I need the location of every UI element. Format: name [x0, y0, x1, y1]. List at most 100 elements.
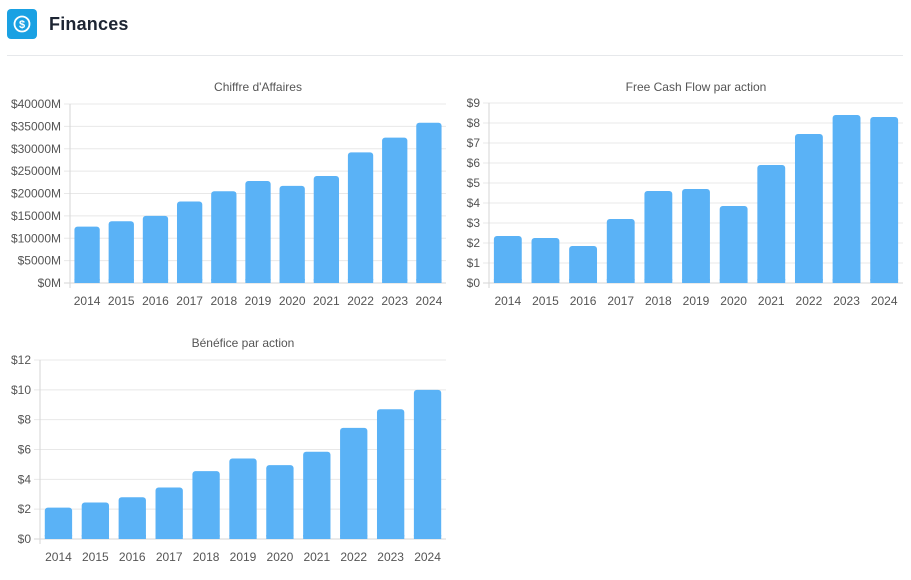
- bar-base: [644, 279, 673, 283]
- bar-2015[interactable]: [108, 221, 134, 283]
- bar-base: [376, 535, 405, 539]
- bar-2014[interactable]: [74, 226, 100, 283]
- bar-2017[interactable]: [606, 219, 635, 283]
- bar-2018[interactable]: [644, 191, 673, 283]
- bar-2024[interactable]: [870, 117, 899, 283]
- bar-2021[interactable]: [313, 176, 340, 283]
- bar-2021[interactable]: [757, 165, 786, 283]
- bar-2020[interactable]: [719, 206, 748, 283]
- y-tick-label: $6: [18, 443, 32, 457]
- bar-base: [313, 279, 340, 283]
- bar-2016[interactable]: [142, 215, 169, 283]
- bar-2021[interactable]: [303, 451, 331, 539]
- bar-2023[interactable]: [376, 409, 405, 539]
- y-tick-label: $1: [467, 256, 481, 270]
- bar-2015[interactable]: [81, 502, 110, 539]
- bar-2018[interactable]: [192, 471, 220, 539]
- x-tick-label: 2023: [381, 294, 408, 308]
- x-tick-label: 2018: [210, 294, 237, 308]
- bar-2023[interactable]: [832, 115, 861, 283]
- y-tick-label: $5000M: [18, 254, 61, 268]
- chart-title: Free Cash Flow par action: [626, 80, 767, 94]
- x-tick-label: 2020: [720, 294, 747, 308]
- bar-base: [531, 279, 560, 283]
- free-cash-flow-chart: Free Cash Flow par action $0 $1 $2 $3 $4 $5 $6 $…: [467, 80, 903, 308]
- y-tick-label: $20000M: [11, 187, 61, 201]
- x-tick-label: 2015: [532, 294, 559, 308]
- bar-2018[interactable]: [211, 191, 237, 283]
- y-tick-label: $9: [467, 96, 481, 110]
- bar-base: [142, 279, 169, 283]
- bar-base: [192, 535, 220, 539]
- bar-2016[interactable]: [118, 497, 146, 539]
- bar-base: [569, 279, 598, 283]
- x-tick-label: 2016: [570, 294, 597, 308]
- y-tick-label: $40000M: [11, 97, 61, 111]
- dollar-circle-icon: $: [7, 9, 37, 39]
- bar-2023[interactable]: [382, 137, 408, 283]
- x-tick-label: 2024: [414, 550, 441, 564]
- y-tick-label: $12: [11, 353, 31, 367]
- bar-2024[interactable]: [416, 122, 442, 283]
- bar-2019[interactable]: [245, 180, 271, 283]
- bar-base: [606, 279, 635, 283]
- y-tick-label: $7: [467, 136, 481, 150]
- x-tick-label: 2023: [377, 550, 404, 564]
- bar-2019[interactable]: [682, 189, 710, 283]
- x-tick-label: 2017: [607, 294, 634, 308]
- eps-chart: Bénéfice par action $0 $2 $4 $6 $8 $10 $12 2014 2…: [11, 336, 446, 564]
- x-tick-label: 2021: [758, 294, 785, 308]
- x-tick-label: 2014: [494, 294, 521, 308]
- x-tick-label: 2024: [416, 294, 443, 308]
- bar-base: [416, 279, 442, 283]
- bar-2019[interactable]: [229, 458, 257, 539]
- bar-2016[interactable]: [569, 246, 598, 283]
- y-tick-label: $15000M: [11, 209, 61, 223]
- bar-base: [719, 279, 748, 283]
- x-tick-label: 2014: [45, 550, 72, 564]
- bar-base: [493, 279, 522, 283]
- x-tick-label: 2017: [176, 294, 203, 308]
- bar-2022[interactable]: [347, 152, 374, 283]
- bar-2022[interactable]: [794, 134, 823, 283]
- y-tick-label: $8: [18, 413, 32, 427]
- x-tick-label: 2017: [156, 550, 183, 564]
- bar-base: [682, 279, 710, 283]
- x-tick-label: 2014: [74, 294, 101, 308]
- bar-base: [176, 279, 203, 283]
- bar-2017[interactable]: [176, 201, 203, 283]
- bar-base: [832, 279, 861, 283]
- bar-base: [340, 535, 368, 539]
- bar-base: [413, 535, 442, 539]
- x-tick-label: 2022: [796, 294, 823, 308]
- bar-base: [757, 279, 786, 283]
- chart-title: Chiffre d'Affaires: [214, 80, 302, 94]
- chart-title: Bénéfice par action: [192, 336, 295, 350]
- x-tick-label: 2018: [645, 294, 672, 308]
- y-tick-label: $4: [18, 472, 32, 486]
- x-tick-label: 2021: [303, 550, 330, 564]
- bar-base: [347, 279, 374, 283]
- y-tick-label: $5: [467, 176, 481, 190]
- bar-base: [303, 535, 331, 539]
- bar-2020[interactable]: [266, 465, 294, 539]
- bar-2014[interactable]: [493, 236, 522, 283]
- bar-2022[interactable]: [340, 427, 368, 539]
- y-tick-label: $2: [467, 236, 481, 250]
- bar-2014[interactable]: [44, 507, 73, 539]
- x-tick-label: 2024: [871, 294, 898, 308]
- x-tick-label: 2018: [193, 550, 220, 564]
- bar-2024[interactable]: [413, 389, 442, 539]
- x-tick-label: 2020: [279, 294, 306, 308]
- bar-2020[interactable]: [279, 185, 305, 283]
- x-tick-label: 2019: [683, 294, 710, 308]
- bar-base: [44, 535, 73, 539]
- y-tick-label: $25000M: [11, 164, 61, 178]
- bar-base: [245, 279, 271, 283]
- bar-base: [118, 535, 146, 539]
- bar-2017[interactable]: [155, 487, 183, 539]
- bar-2015[interactable]: [531, 238, 560, 283]
- revenue-chart: Chiffre d'Affaires $0M $5000M $10000M $15000…: [11, 80, 446, 308]
- section-header: $ Finances: [7, 8, 129, 40]
- x-tick-label: 2019: [245, 294, 272, 308]
